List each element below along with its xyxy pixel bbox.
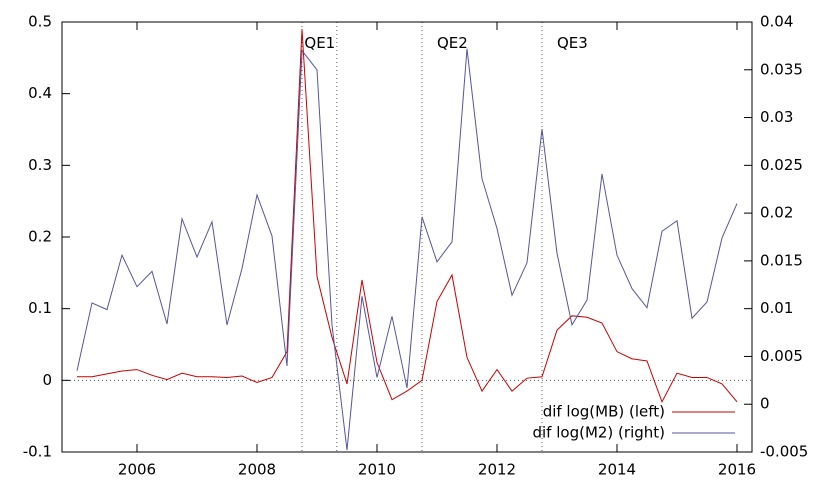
y2-tick-label: 0.02 [760, 204, 793, 222]
y2-tick-label: 0.04 [760, 13, 793, 31]
y2-tick-label: 0 [760, 395, 770, 413]
x-tick-label: 2016 [718, 461, 756, 479]
y-tick-label: 0.5 [28, 13, 52, 31]
y-tick-label: 0 [42, 371, 52, 389]
y2-tick-label: 0.01 [760, 299, 793, 317]
plot-border [61, 21, 753, 453]
annotation: QE2 [437, 34, 468, 52]
x-tick-label: 2014 [598, 461, 636, 479]
legend-label: dif log(M2) (right) [532, 424, 665, 442]
legend-label: dif log(MB) (left) [543, 403, 665, 421]
x-tick-label: 2012 [478, 461, 516, 479]
y2-tick-label: 0.03 [760, 108, 793, 126]
y-tick-label: 0.1 [28, 299, 52, 317]
series-line [77, 29, 738, 404]
annotation: QE1 [304, 34, 335, 52]
y2-tick-label: -0.005 [760, 443, 808, 461]
y-tick-label: 0.2 [28, 228, 52, 246]
x-tick-label: 2010 [358, 461, 396, 479]
x-tick-label: 2006 [118, 461, 156, 479]
y2-tick-label: 0.035 [760, 60, 803, 78]
y2-tick-label: 0.005 [760, 347, 803, 365]
y-tick-label: 0.4 [28, 84, 52, 102]
y2-tick-label: 0.015 [760, 251, 803, 269]
y-tick-label: 0.3 [28, 156, 52, 174]
y-tick-label: -0.1 [23, 443, 52, 461]
series-line [76, 48, 738, 451]
annotation: QE3 [557, 34, 588, 52]
x-tick-label: 2008 [238, 461, 276, 479]
y2-tick-label: 0.025 [760, 156, 803, 174]
